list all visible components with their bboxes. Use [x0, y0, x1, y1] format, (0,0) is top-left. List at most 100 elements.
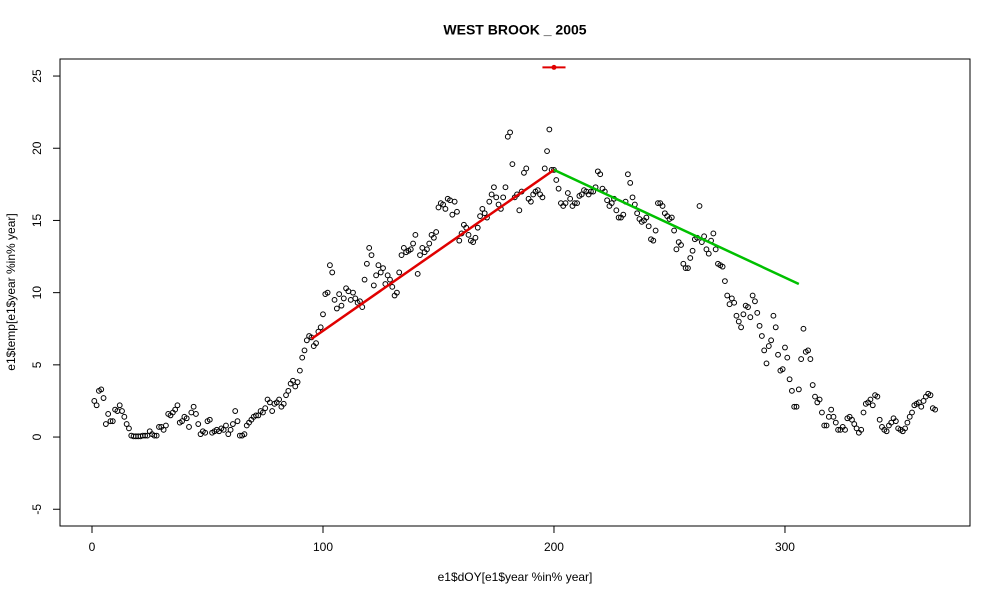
point	[435, 204, 442, 211]
point	[206, 416, 213, 423]
point	[770, 312, 777, 319]
point	[426, 240, 433, 247]
point	[472, 234, 479, 241]
point	[712, 246, 719, 253]
point	[331, 296, 338, 303]
point	[412, 231, 419, 238]
point	[918, 403, 925, 410]
point	[733, 312, 740, 319]
point	[188, 409, 195, 416]
point	[795, 386, 802, 393]
point	[262, 405, 269, 412]
point	[449, 211, 456, 218]
point	[731, 299, 738, 306]
point	[283, 392, 289, 399]
point	[906, 413, 913, 420]
x-axis-label: e1$dOY[e1$year %in% year]	[438, 570, 593, 584]
point	[172, 406, 179, 413]
x-tick-label: 100	[313, 540, 333, 554]
point	[574, 200, 580, 207]
point	[105, 411, 112, 417]
point	[465, 231, 472, 238]
point	[417, 252, 423, 258]
point	[726, 301, 733, 308]
point	[851, 421, 858, 427]
point	[752, 298, 758, 305]
point	[821, 422, 828, 429]
point	[229, 421, 236, 427]
point	[789, 387, 795, 394]
point	[121, 413, 128, 420]
point	[317, 324, 324, 331]
point	[724, 292, 731, 299]
point	[807, 356, 814, 362]
point	[361, 276, 368, 283]
y-tick-label: 0	[30, 433, 44, 440]
point	[336, 291, 343, 297]
point	[280, 400, 287, 407]
point	[765, 343, 772, 349]
point	[932, 406, 939, 413]
point	[174, 402, 181, 409]
point	[659, 203, 666, 209]
point	[719, 263, 726, 270]
point	[685, 265, 691, 271]
point	[195, 421, 202, 427]
point	[227, 426, 234, 433]
point	[350, 289, 356, 296]
point	[153, 432, 160, 439]
point	[800, 325, 807, 332]
point	[629, 194, 636, 201]
point	[333, 305, 340, 312]
point	[696, 203, 703, 209]
point	[754, 309, 761, 316]
point	[430, 234, 437, 241]
point	[516, 207, 523, 214]
point	[329, 269, 336, 276]
point	[678, 242, 684, 248]
y-tick-label: -5	[30, 504, 44, 515]
point	[470, 239, 477, 246]
y-tick-label: 5	[30, 361, 44, 368]
point	[269, 408, 276, 414]
point	[761, 347, 768, 354]
point	[220, 426, 227, 433]
point	[424, 246, 430, 253]
point	[562, 200, 569, 207]
point	[738, 324, 744, 331]
point	[102, 421, 109, 427]
point	[747, 314, 754, 321]
point	[223, 422, 229, 429]
point	[474, 224, 481, 231]
point	[440, 201, 447, 208]
point	[615, 214, 622, 221]
point	[578, 191, 585, 198]
point	[91, 398, 98, 404]
point	[779, 366, 786, 373]
point	[869, 402, 876, 409]
point	[179, 418, 185, 425]
point	[389, 283, 396, 290]
point	[772, 324, 779, 331]
point	[876, 416, 883, 423]
point	[151, 432, 158, 439]
point	[500, 194, 507, 201]
point	[504, 133, 511, 140]
point	[867, 396, 874, 403]
point	[786, 376, 793, 383]
x-tick-label: 300	[775, 540, 795, 554]
point	[728, 295, 735, 302]
point	[493, 194, 500, 201]
point	[860, 409, 867, 416]
point	[477, 213, 483, 220]
point	[703, 246, 710, 253]
point	[303, 337, 310, 344]
point	[456, 237, 463, 244]
chart-title: WEST BROOK _ 2005	[443, 22, 586, 38]
point	[655, 200, 661, 207]
point	[410, 240, 416, 247]
point	[142, 432, 149, 439]
y-tick-label: 20	[30, 141, 44, 155]
point	[347, 296, 354, 303]
